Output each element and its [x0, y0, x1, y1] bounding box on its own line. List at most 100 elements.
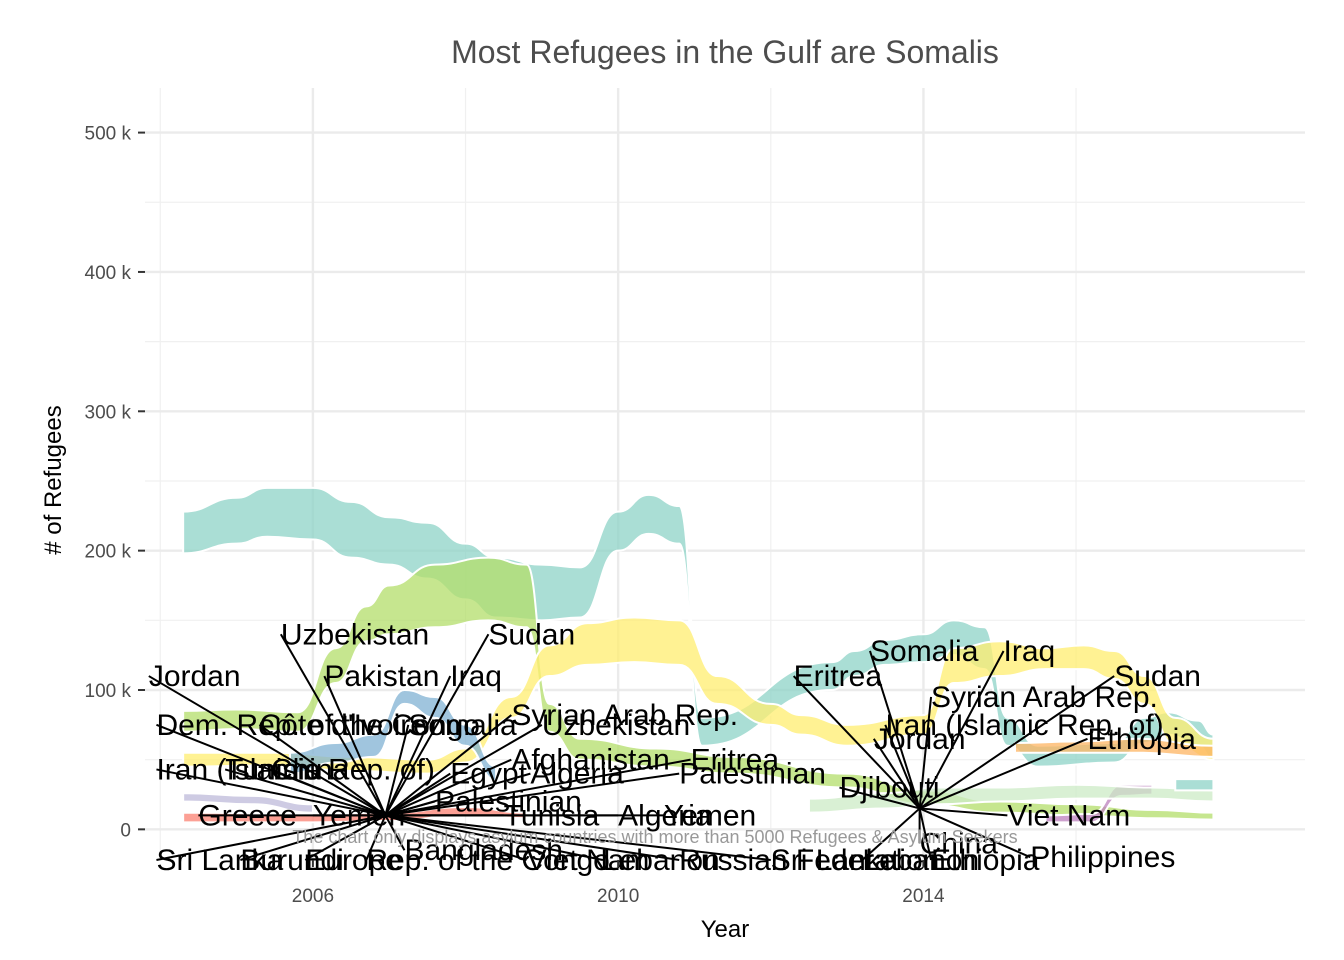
leader-line — [385, 772, 680, 817]
country-label: Syrian Arab Rep. — [511, 699, 738, 732]
country-label: Iran (Islamic Rep. of) — [156, 753, 434, 786]
country-label: Algeria — [618, 799, 712, 832]
leader-line — [384, 724, 410, 816]
leader-line — [156, 768, 386, 817]
leader-line — [872, 738, 921, 809]
leader-line — [918, 808, 933, 861]
country-label: Djibouti — [839, 772, 939, 805]
country-label: Viet Nam — [1007, 799, 1130, 832]
stream-area-5 — [182, 792, 314, 814]
leader-line — [839, 786, 920, 810]
country-label: Iraq — [1004, 635, 1056, 668]
country-label: Sri Lanka — [771, 844, 898, 877]
country-label: Iraq — [450, 660, 502, 693]
country-label: Ethiopia — [1088, 723, 1197, 756]
leader-line — [919, 807, 1031, 859]
leader-line — [384, 714, 512, 817]
chart-title: Most Refugees in the Gulf are Somalis — [451, 34, 999, 70]
stream-area-1 — [182, 556, 1215, 821]
x-axis-title: Year — [701, 916, 750, 943]
leader-line — [384, 758, 512, 817]
leader-line — [884, 724, 921, 809]
leader-line — [270, 768, 386, 817]
leader-line — [384, 633, 490, 816]
refugee-streams — [182, 486, 1215, 824]
country-label: Sudan — [488, 618, 575, 651]
country-label: Iran (Islamic Rep. of) — [885, 709, 1163, 742]
country-label: Yemen — [313, 799, 405, 832]
leader-line — [224, 768, 386, 817]
country-label: Pakistan — [324, 660, 439, 693]
leader-line — [384, 772, 451, 817]
leader-line — [148, 675, 386, 817]
leader-line — [861, 807, 921, 861]
country-label: Sri Lanka — [156, 844, 283, 877]
country-label: Uzbekistan — [542, 709, 690, 742]
y-tick-label: 200 k — [85, 542, 132, 563]
y-tick-label: 0 — [120, 820, 131, 841]
leader-line — [385, 758, 691, 817]
x-tick-label: 2006 — [292, 886, 334, 907]
country-label: Jordan — [149, 660, 241, 693]
country-label: Philippines — [1030, 841, 1175, 874]
leader-line — [385, 814, 527, 861]
y-tick-label: 400 k — [85, 263, 132, 284]
country-label: Lebanon — [603, 844, 720, 877]
leader-line — [385, 814, 771, 861]
y-axis-title: # of Refugees — [40, 405, 67, 554]
country-label: China — [920, 827, 999, 860]
label-leader-lines — [148, 633, 1115, 861]
leader-line — [240, 814, 386, 861]
leader-line — [304, 814, 386, 861]
country-label: Tunisia — [225, 753, 321, 786]
country-label: Palestinian — [679, 758, 826, 791]
country-label: Sudan — [1114, 660, 1201, 693]
leader-line — [384, 723, 543, 817]
country-label: Bangladesh — [404, 834, 562, 867]
leader-line — [258, 724, 386, 817]
stream-area-2 — [182, 616, 1215, 775]
country-label: Russian Federation — [679, 844, 939, 877]
country-label: China — [271, 753, 350, 786]
leader-line — [918, 650, 1005, 809]
y-tick-label: 500 k — [85, 124, 132, 145]
country-label: Palestinian — [435, 785, 582, 818]
country-label: Eritrea — [691, 744, 780, 777]
y-axis: 0 100 k 200 k 300 k 400 k 500 k — [85, 124, 145, 841]
y-tick-label: 300 k — [85, 402, 132, 423]
country-label: Côte d'Ivoire — [259, 709, 426, 742]
country-label: Jordan — [874, 723, 966, 756]
leader-line — [919, 807, 1008, 817]
leader-line — [385, 814, 680, 861]
y-tick-label: 100 k — [85, 681, 132, 702]
stream-area-6 — [1014, 737, 1215, 758]
leader-line — [384, 814, 406, 851]
stream-area-9 — [1174, 778, 1215, 792]
country-label: Syrian Arab Rep. — [931, 681, 1158, 714]
country-label: Yemen — [664, 799, 756, 832]
country-label: Afghanistan — [511, 744, 669, 777]
country-label: Viet Nam — [527, 844, 650, 877]
leader-line — [384, 675, 452, 816]
leader-line — [156, 814, 386, 861]
country-label: Egypt — [450, 758, 527, 791]
country-label: Tunisia — [504, 799, 600, 832]
country-label: Lebanon — [862, 844, 979, 877]
x-axis: 2006 2010 2014 — [292, 860, 945, 907]
leader-line — [365, 815, 387, 861]
chart-note: The chart only displays asylum countries… — [292, 827, 1017, 847]
country-label: Rep. of the Congo — [366, 844, 610, 877]
country-label: Somalia — [870, 635, 979, 668]
leader-line — [385, 800, 436, 817]
x-tick-label: 2010 — [597, 886, 639, 907]
leader-line — [869, 650, 921, 809]
country-label: Ethiopia — [931, 844, 1040, 877]
country-label: Greece — [198, 799, 296, 832]
leader-line — [918, 696, 933, 809]
country-label: Europe — [305, 844, 402, 877]
country-label: Burundi — [240, 844, 343, 877]
leader-line — [385, 814, 604, 861]
stream-area-0 — [182, 486, 1215, 768]
leader-line — [919, 675, 1115, 810]
